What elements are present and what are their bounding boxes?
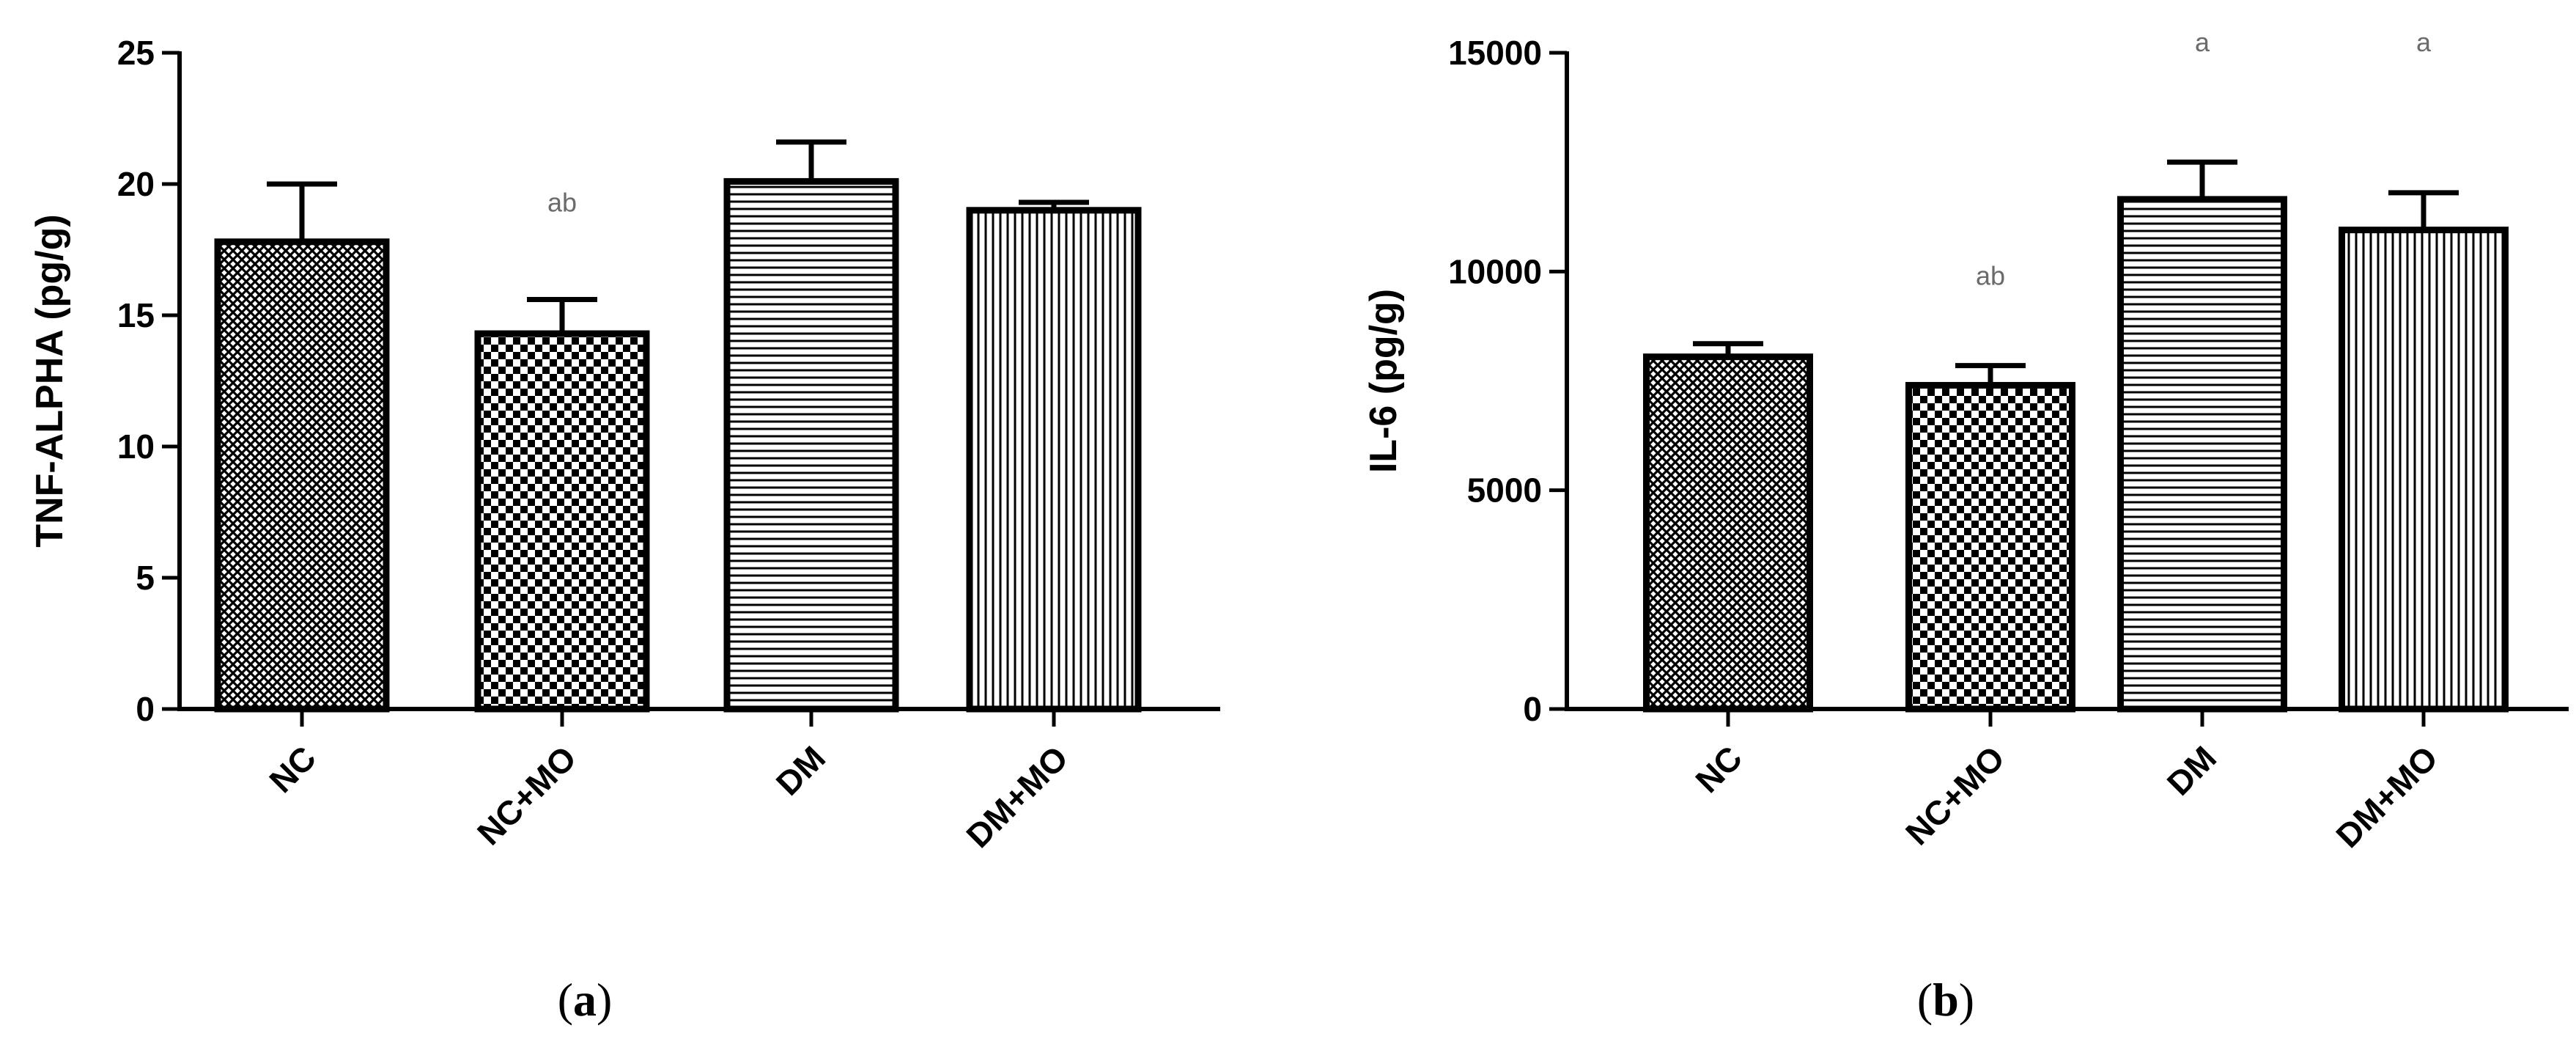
y-tick-label: 25 [117, 34, 155, 72]
x-category-label: NC+MO [470, 738, 583, 852]
y-axis-title: TNF-ALPHA (pg/g) [29, 214, 71, 547]
bar [1905, 381, 2075, 713]
significance-annotation: ab [1976, 261, 2005, 291]
y-tick-label: 0 [1523, 690, 1542, 728]
panel-b: 0 5000 10000 15000 IL-6 (pg/g) NC NC+MO ab DM a DM… [1362, 27, 2569, 1026]
significance-annotation: a [2195, 27, 2210, 57]
x-category-label: DM+MO [2328, 738, 2445, 855]
bar [2339, 227, 2509, 713]
y-axis-title: IL-6 (pg/g) [1362, 289, 1405, 473]
significance-annotation: a [2416, 27, 2432, 57]
bar [214, 238, 390, 713]
bar [966, 207, 1142, 713]
x-category-label: NC [1688, 738, 1749, 800]
y-tick-label: 15 [117, 296, 155, 334]
y-tick-label: 10000 [1448, 252, 1542, 290]
panel-label: (a) [558, 974, 613, 1026]
y-tick-label: 20 [117, 165, 155, 203]
x-category-label: DM [769, 738, 833, 802]
y-tick-label: 5 [136, 559, 155, 597]
bar [723, 177, 899, 713]
x-category-label: NC+MO [1898, 738, 2012, 852]
x-category-label: DM [2160, 738, 2223, 802]
y-tick-label: 5000 [1467, 471, 1542, 510]
x-category-label: DM+MO [959, 738, 1075, 855]
bar [2117, 196, 2287, 713]
x-category-label: NC [262, 738, 323, 800]
y-tick-label: 10 [117, 427, 155, 466]
bar [474, 330, 650, 713]
panel-a: 0 5 10 15 20 25 TNF-ALPHA (pg/g) NC NC+MO ab DM DM+… [29, 34, 1220, 1026]
bar [1643, 353, 1813, 713]
significance-annotation: ab [547, 188, 577, 218]
y-tick-label: 0 [136, 690, 155, 728]
y-tick-label: 15000 [1448, 34, 1542, 72]
panel-label: (b) [1917, 974, 1974, 1026]
